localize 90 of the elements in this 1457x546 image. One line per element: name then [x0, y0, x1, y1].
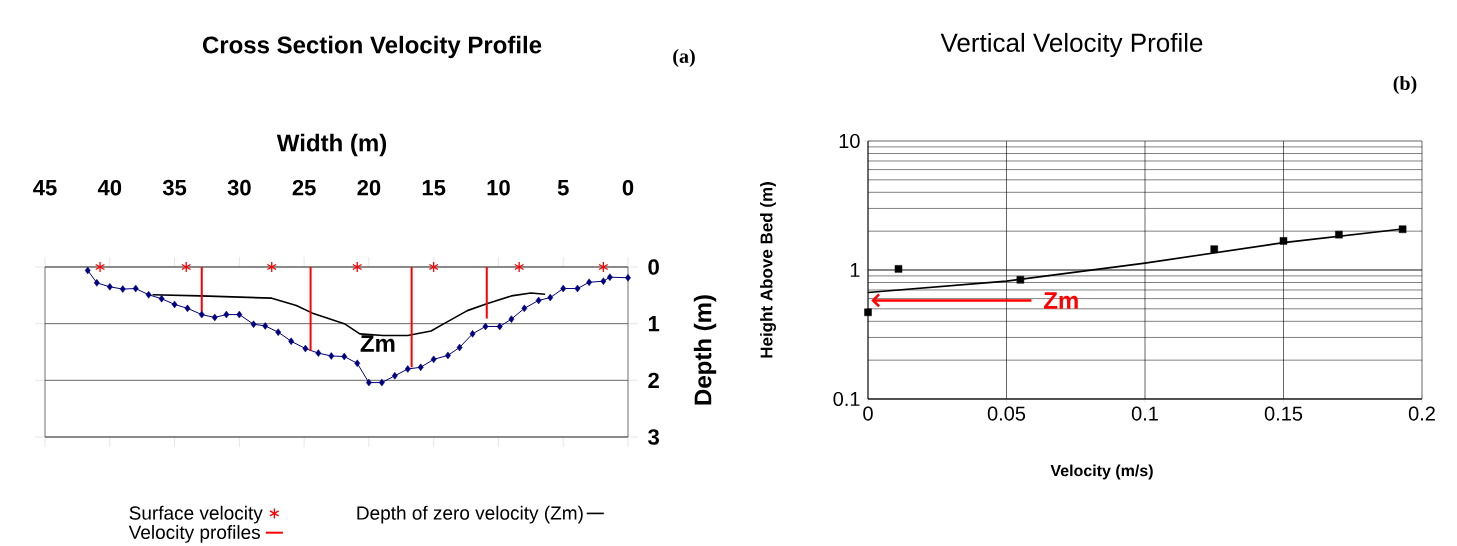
x-axis-title: Velocity (m/s): [1050, 464, 1153, 480]
y-tick-label: 1: [850, 263, 860, 277]
point: [574, 284, 581, 293]
y-axis-title: Height Above Bed (m): [760, 182, 776, 358]
point: [250, 320, 257, 328]
point: [181, 261, 192, 273]
point: [404, 365, 411, 373]
point: [93, 279, 100, 287]
point: [354, 359, 361, 368]
x-tick-label: 0.2: [1408, 406, 1435, 421]
point: [132, 284, 139, 293]
x-tick-label: 0.05: [987, 406, 1026, 421]
x-tick-label: 0.1: [1131, 406, 1158, 421]
point: [456, 343, 463, 352]
legend-label: Velocity profiles: [128, 525, 260, 543]
point: [302, 344, 309, 353]
point: [95, 261, 106, 273]
point: [417, 363, 424, 372]
point: [288, 337, 295, 345]
x-axis-title: Width (m): [276, 133, 387, 157]
point: [469, 330, 476, 338]
point: [864, 308, 872, 317]
point: [378, 378, 385, 387]
point: [145, 291, 152, 299]
annotation: Zm: [360, 335, 395, 352]
legend-label: Surface velocity: [129, 505, 263, 524]
point: [535, 296, 542, 305]
chart-title: Cross Section Velocity Profile: [202, 35, 542, 59]
text: (b): [1393, 75, 1417, 95]
point: [1210, 245, 1218, 253]
point: [1335, 230, 1343, 239]
point: [430, 355, 437, 364]
point: [315, 349, 322, 357]
point: [514, 261, 525, 273]
point: [119, 285, 126, 293]
point: [223, 310, 230, 319]
point: [521, 304, 528, 313]
point: [106, 283, 113, 291]
point: [428, 261, 439, 273]
x-tick-label: 25: [292, 179, 316, 196]
x-tick-label: 35: [162, 179, 187, 196]
point: [482, 322, 489, 331]
x-tick-label: 5: [557, 180, 569, 196]
point: [625, 274, 631, 282]
point: [1016, 276, 1025, 284]
point: [236, 310, 243, 319]
x-tick-label: 15: [422, 180, 446, 196]
point: [606, 273, 613, 281]
y-tick-label: 1: [648, 316, 660, 332]
point: [508, 315, 515, 323]
x-tick-label: 10: [487, 179, 510, 196]
x-tick-label: 0: [622, 179, 634, 196]
y-tick-label: 0.1: [833, 391, 860, 407]
y-tick-label: 3: [648, 429, 659, 445]
point: [198, 310, 205, 319]
y-tick-label: 0: [648, 259, 659, 275]
point: [184, 304, 191, 313]
point: [262, 322, 269, 330]
x-tick-label: 20: [357, 179, 381, 196]
x-tick-label: 0: [863, 406, 873, 421]
x-tick-label: 40: [97, 179, 122, 196]
point: [586, 278, 593, 287]
x-tick-label: 0.15: [1264, 406, 1303, 421]
point: [341, 352, 348, 361]
point: [211, 313, 218, 322]
x-tick-label: 30: [227, 179, 251, 196]
y-axis-title: Depth (m): [693, 295, 717, 405]
point: [171, 300, 178, 309]
point: [1279, 237, 1288, 245]
point: [391, 372, 398, 380]
point: [266, 261, 277, 273]
point: [1398, 225, 1407, 233]
y-tick-label: 10: [839, 133, 860, 149]
point: [894, 265, 903, 273]
point: [352, 261, 363, 273]
text: (a): [673, 48, 695, 68]
point: [547, 293, 554, 302]
point: [600, 277, 607, 285]
point: [560, 284, 567, 293]
x-tick-label: 45: [33, 180, 57, 196]
point: [158, 294, 165, 303]
chart-title: Vertical Velocity Profile: [940, 32, 1203, 58]
annotation: Zm: [1043, 292, 1078, 309]
point: [84, 266, 91, 275]
legend-label: Depth of zero velocity (Zm): [357, 505, 583, 524]
point: [496, 322, 503, 331]
point: [328, 352, 335, 360]
y-tick-label: 2: [648, 372, 659, 388]
point: [275, 328, 282, 336]
point: [598, 261, 609, 273]
